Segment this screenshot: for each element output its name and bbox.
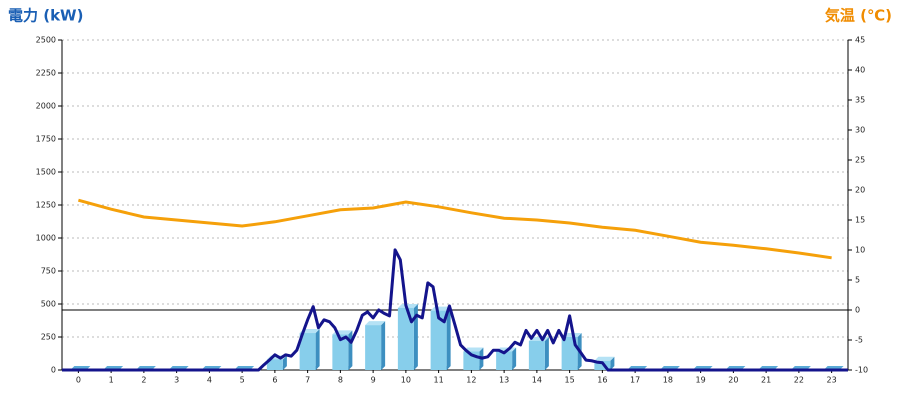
bar [299,333,316,370]
y-tick-label: 500 [41,300,56,309]
power-line [62,248,848,372]
bar [528,340,545,370]
x-tick-label: 3 [174,376,179,385]
y2-tick-label: 35 [855,96,865,105]
bar-top [397,303,418,308]
x-tick-label: 4 [207,376,212,385]
bar-side [446,306,451,370]
x-tick-label: 23 [827,376,837,385]
bar [365,325,382,370]
bar-top [594,356,615,361]
y2-tick-label: 0 [855,306,860,315]
y-tick-label: 0 [51,366,56,375]
bar-top [365,321,386,326]
y2-tick-label: 20 [855,186,865,195]
y-tick-label: 2000 [36,102,56,111]
x-tick-label: 6 [272,376,277,385]
x-tick-label: 16 [597,376,607,385]
y-tick-label: 750 [41,267,56,276]
temperature-line [77,198,832,260]
bar-side [610,356,615,370]
bar [594,360,611,370]
x-tick-label: 9 [371,376,376,385]
x-tick-label: 8 [338,376,343,385]
y-tick-label: 2250 [36,69,56,78]
y2-title: 気温 (℃) [825,7,892,25]
x-tick-label: 14 [532,376,542,385]
bar-side [315,329,320,370]
x-tick-label: 0 [76,376,81,385]
y-tick-label: 1250 [36,201,56,210]
x-tick-label: 19 [696,376,706,385]
y2-tick-label: 15 [855,216,865,225]
y2-tick-label: 30 [855,126,865,135]
x-tick-label: 5 [240,376,245,385]
x-tick-label: 18 [663,376,673,385]
x-tick-label: 15 [565,376,575,385]
y2-tick-label: 10 [855,246,865,255]
bar [266,359,283,370]
y2-tick-label: -5 [855,336,863,345]
bar-side [348,330,353,370]
y-tick-label: 1750 [36,135,56,144]
y-tick-label: 250 [41,333,56,342]
y2-tick-label: 5 [855,276,860,285]
bar-side [512,347,517,370]
x-tick-label: 13 [499,376,509,385]
x-tick-label: 12 [466,376,476,385]
y2-tick-label: 40 [855,66,865,75]
y2-tick-label: 25 [855,156,865,165]
bar-side [381,321,386,370]
x-tick-label: 20 [728,376,738,385]
y2-tick-label: 45 [855,36,865,45]
x-tick-label: 17 [630,376,640,385]
chart-title: 電力 (kW) [8,7,83,25]
bar [397,307,414,370]
x-tick-label: 11 [434,376,444,385]
bar [561,337,578,370]
y-tick-label: 2500 [36,36,56,45]
x-tick-label: 22 [794,376,804,385]
x-tick-label: 21 [761,376,771,385]
y-tick-label: 1000 [36,234,56,243]
x-tick-label: 1 [109,376,114,385]
bar [430,310,447,370]
y-tick-label: 1500 [36,168,56,177]
bar [496,351,513,370]
bar-side [544,336,549,370]
bar [332,334,349,370]
y2-tick-label: -10 [855,366,868,375]
x-tick-label: 2 [141,376,146,385]
x-tick-label: 10 [401,376,411,385]
x-tick-label: 7 [305,376,310,385]
bar-side [413,303,418,370]
bar-side [282,355,287,370]
